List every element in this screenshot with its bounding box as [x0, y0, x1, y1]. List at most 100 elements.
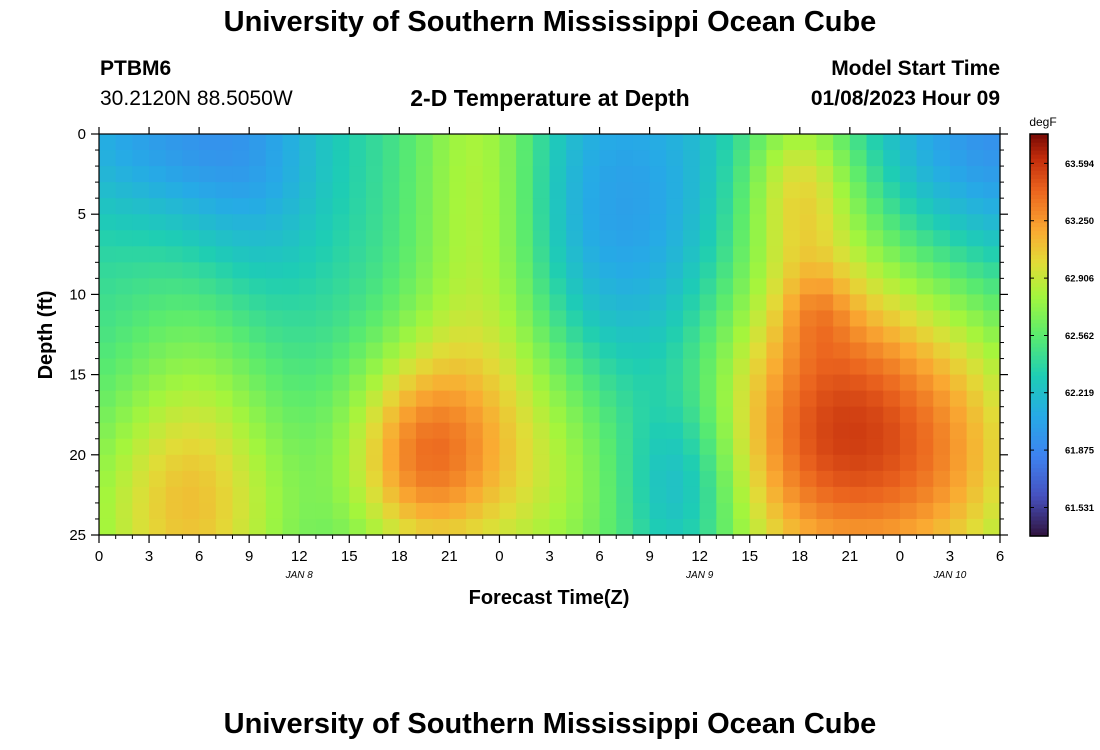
heatmap-cell — [199, 150, 217, 167]
heatmap-cell — [949, 518, 968, 536]
colorbar-segment — [1030, 230, 1048, 236]
heatmap-cell — [899, 182, 918, 199]
heatmap-cell — [349, 230, 367, 247]
heatmap-cell — [749, 454, 768, 472]
heatmap-cell — [849, 262, 868, 279]
heatmap-cell — [766, 230, 784, 247]
heatmap-cell — [499, 182, 517, 199]
colorbar-segment — [1030, 158, 1048, 163]
heatmap-cell — [482, 166, 501, 183]
heatmap-cell — [365, 310, 384, 328]
heatmap-cell — [382, 150, 400, 167]
heatmap-cell — [532, 374, 551, 392]
heatmap-cell — [232, 390, 250, 408]
y-tick-label: 5 — [78, 206, 86, 223]
heatmap-cell — [899, 310, 918, 328]
heatmap-cell — [983, 326, 1001, 344]
heatmap-cell — [549, 150, 567, 167]
heatmap-cell — [599, 406, 617, 424]
heatmap-cell — [416, 470, 434, 488]
heatmap-cell — [916, 134, 934, 151]
heatmap-cell — [983, 134, 1001, 151]
heatmap-cell — [115, 358, 133, 376]
heatmap-cell — [632, 134, 651, 151]
heatmap-cell — [883, 518, 901, 536]
heatmap-cell — [482, 246, 501, 263]
heatmap-cell — [282, 214, 300, 231]
heatmap-cell — [966, 390, 984, 408]
heatmap-cell — [115, 470, 133, 488]
heatmap-cell — [783, 262, 801, 279]
heatmap-cell — [816, 182, 834, 199]
heatmap-cell — [132, 518, 150, 536]
heatmap-cell — [532, 214, 551, 231]
heatmap-cell — [933, 438, 951, 456]
heatmap-cell — [749, 390, 768, 408]
heatmap-cell — [682, 326, 701, 344]
heatmap-cell — [282, 150, 300, 167]
heatmap-cell — [766, 198, 784, 215]
heatmap-cell — [399, 198, 417, 215]
heatmap-cell — [816, 470, 834, 488]
heatmap-cell — [315, 310, 334, 328]
heatmap-cell — [599, 438, 617, 456]
heatmap-cell — [682, 486, 701, 504]
heatmap-cell — [232, 470, 250, 488]
heatmap-cell — [149, 358, 167, 376]
heatmap-cell — [466, 390, 484, 408]
heatmap-cell — [749, 150, 768, 167]
x-tick-label: 6 — [996, 548, 1004, 565]
heatmap-cell — [99, 198, 117, 215]
heatmap-cell — [816, 310, 834, 328]
heatmap-cell — [416, 502, 434, 520]
heatmap-cell — [115, 182, 133, 199]
heatmap-cell — [699, 390, 717, 408]
footer-title: University of Southern Mississippi Ocean… — [223, 708, 877, 740]
heatmap-cell — [382, 358, 400, 376]
heatmap-cell — [165, 198, 184, 215]
heatmap-cell — [365, 326, 384, 344]
heatmap-cell — [899, 438, 918, 456]
heatmap-cell — [432, 246, 450, 263]
colorbar-segment — [1030, 242, 1048, 248]
heatmap-cell — [482, 358, 501, 376]
heatmap-cell — [749, 342, 768, 360]
colorbar-tick-label: 61.531 — [1065, 503, 1095, 514]
colorbar-tick-label: 61.875 — [1065, 446, 1095, 457]
heatmap-cell — [282, 358, 300, 376]
heatmap-cell — [599, 486, 617, 504]
heatmap-cell — [532, 454, 551, 472]
heatmap-cell — [199, 390, 217, 408]
heatmap-cell — [149, 246, 167, 263]
heatmap-cell — [315, 230, 334, 247]
heatmap-cell — [966, 150, 984, 167]
heatmap-cell — [716, 422, 734, 440]
heatmap-cell — [899, 454, 918, 472]
heatmap-cell — [916, 246, 934, 263]
heatmap-cell — [165, 390, 184, 408]
heatmap-cell — [365, 390, 384, 408]
heatmap-cell — [182, 502, 200, 520]
heatmap-cell — [783, 198, 801, 215]
heatmap-cell — [883, 438, 901, 456]
heatmap-cell — [432, 390, 450, 408]
heatmap-cell — [332, 342, 350, 360]
x-tick-label: 21 — [841, 548, 858, 565]
colorbar-tick-label: 62.906 — [1065, 274, 1094, 285]
heatmap-cell — [833, 198, 851, 215]
heatmap-cell — [733, 230, 751, 247]
heatmap-cell — [599, 294, 617, 312]
heatmap-cell — [549, 422, 567, 440]
heatmap-cell — [833, 358, 851, 376]
heatmap-cell — [399, 214, 417, 231]
heatmap-cell — [182, 326, 200, 344]
heatmap-cell — [566, 422, 584, 440]
heatmap-cell — [282, 486, 300, 504]
heatmap-cell — [699, 470, 717, 488]
heatmap-cell — [699, 486, 717, 504]
heatmap-cell — [833, 390, 851, 408]
heatmap-cell — [315, 278, 334, 295]
colorbar-segment — [1030, 479, 1048, 485]
heatmap-cell — [766, 246, 784, 263]
heatmap-cell — [883, 486, 901, 504]
